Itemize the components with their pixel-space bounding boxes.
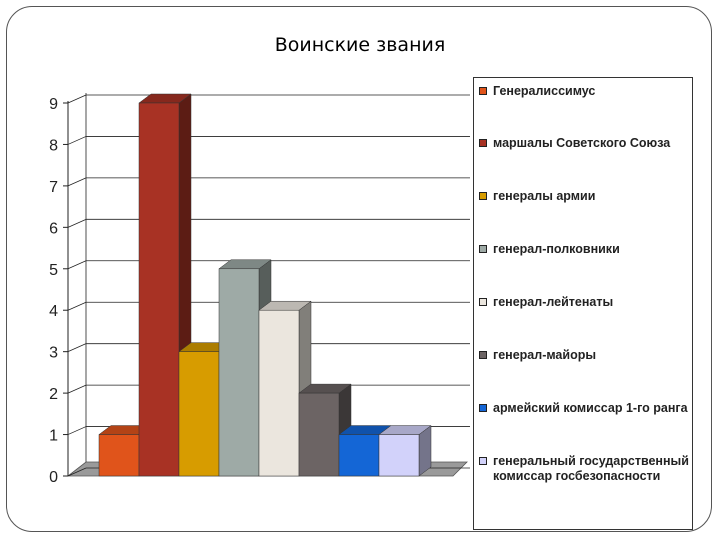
legend-swatch xyxy=(479,351,487,359)
y-tick-label: 3 xyxy=(49,345,58,362)
chart-title: Воинские звания xyxy=(274,34,446,56)
legend-swatch xyxy=(479,245,487,253)
legend-swatch xyxy=(479,139,487,147)
legend-swatch xyxy=(479,298,487,306)
gridline-slant xyxy=(67,177,87,187)
gridline-slant xyxy=(67,467,87,477)
gridline-slant xyxy=(67,301,87,311)
legend-swatch xyxy=(479,457,487,465)
bar xyxy=(138,102,180,477)
legend-swatch xyxy=(479,404,487,412)
legend-label: армейский комиссар 1-го ранга xyxy=(493,401,688,415)
gridline-slant xyxy=(67,94,87,104)
legend-swatch xyxy=(479,192,487,200)
gridline-slant xyxy=(67,136,87,145)
y-tick-label: 1 xyxy=(49,428,58,445)
gridline-slant xyxy=(67,260,87,270)
y-tick-label: 8 xyxy=(49,137,58,154)
y-tick-label: 9 xyxy=(49,96,58,113)
bar xyxy=(378,434,420,477)
y-tick-label: 5 xyxy=(49,262,58,279)
bar xyxy=(178,351,220,477)
legend-label: генерал-лейтенаты xyxy=(493,295,614,309)
y-tick-label: 6 xyxy=(49,220,58,237)
bar xyxy=(218,268,260,477)
gridline-slant xyxy=(67,343,87,353)
bar xyxy=(298,392,340,477)
legend-label: Генералиссимус xyxy=(493,84,596,98)
bar xyxy=(98,434,140,477)
y-tick-label: 7 xyxy=(49,179,58,196)
bar xyxy=(258,309,300,477)
legend-label: генеральный государственный комиссар гос… xyxy=(493,454,689,483)
legend-label: генерал-майоры xyxy=(493,348,597,362)
y-tick-label: 4 xyxy=(49,303,58,320)
gridline-slant xyxy=(67,426,87,435)
legend-label: генералы армии xyxy=(493,189,596,203)
legend-label: генерал-полковники xyxy=(493,242,620,256)
legend-swatch xyxy=(479,87,487,95)
legend-label: маршалы Советского Союза xyxy=(493,136,671,150)
y-tick-label: 2 xyxy=(49,386,58,403)
gridline-slant xyxy=(67,384,87,394)
y-tick-label: 0 xyxy=(49,469,58,486)
bar xyxy=(338,434,380,477)
gridline-slant xyxy=(67,218,87,228)
chart-legend: Генералиссимус маршалы Советского Союза ге… xyxy=(473,77,693,530)
